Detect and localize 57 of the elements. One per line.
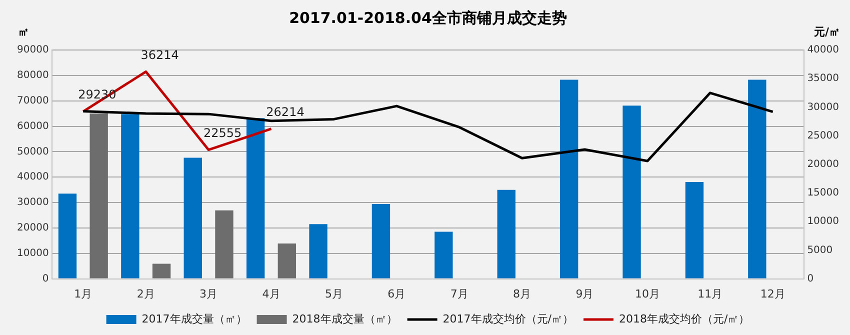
legend-label: 2018年成交均价（元/㎡） — [618, 312, 750, 326]
chart-title: 2017.01-2018.04全市商铺月成交走势 — [289, 8, 567, 27]
y-tick-label: 90000 — [17, 44, 49, 56]
y2-tick-label: 25000 — [807, 130, 839, 142]
bar — [121, 114, 140, 278]
x-tick-label: 10月 — [634, 287, 660, 300]
x-tick-label: 6月 — [388, 287, 406, 300]
y-tick-label: 50000 — [17, 146, 49, 158]
x-tick-label: 7月 — [450, 287, 468, 300]
data-label: 26214 — [266, 104, 304, 119]
bar — [497, 190, 516, 278]
y-tick-label: 0 — [42, 273, 49, 284]
y2-tick-label: 35000 — [807, 73, 839, 84]
y-tick-label: 60000 — [17, 120, 49, 132]
bar — [309, 224, 328, 278]
y2-tick-label: 10000 — [807, 216, 839, 228]
x-tick-label: 12月 — [760, 287, 786, 300]
data-label: 36214 — [140, 48, 179, 62]
bar — [685, 182, 704, 278]
x-tick-label: 8月 — [513, 287, 532, 300]
bar — [372, 204, 390, 278]
x-tick-label: 2月 — [136, 287, 155, 300]
x-tick-label: 11月 — [698, 287, 723, 300]
x-tick-label: 5月 — [324, 287, 343, 300]
bar — [184, 158, 202, 278]
bar — [90, 114, 108, 278]
y2-tick-label: 0 — [807, 273, 814, 284]
bar — [560, 80, 578, 278]
y-tick-label: 10000 — [17, 248, 49, 259]
y2-tick-label: 5000 — [807, 244, 833, 256]
data-label: 22555 — [203, 126, 242, 140]
bar — [278, 243, 296, 278]
bar — [58, 194, 77, 278]
legend-label: 2017年成交量（㎡） — [142, 312, 247, 326]
bar — [215, 210, 234, 278]
legend-label: 2018年成交量（㎡） — [292, 312, 398, 326]
y2-tick-label: 40000 — [807, 44, 839, 56]
y2-tick-label: 30000 — [807, 102, 839, 113]
x-tick-label: 1月 — [74, 287, 92, 300]
x-tick-label: 9月 — [576, 287, 594, 300]
y-tick-label: 20000 — [17, 222, 49, 234]
x-tick-label: 4月 — [262, 287, 280, 300]
y-tick-label: 80000 — [17, 70, 49, 82]
y-tick-label: 30000 — [17, 197, 49, 208]
y2-tick-label: 15000 — [807, 188, 839, 199]
y2-axis-title: 元/㎡ — [812, 25, 840, 38]
y-axis-title: ㎡ — [18, 25, 29, 38]
bar — [434, 232, 453, 278]
x-tick-label: 3月 — [200, 287, 218, 300]
y2-tick-label: 20000 — [807, 158, 839, 170]
bar — [748, 80, 766, 278]
bar — [152, 264, 171, 278]
bar — [622, 106, 641, 278]
bar — [246, 118, 265, 278]
y-tick-label: 40000 — [17, 172, 49, 183]
y-tick-label: 70000 — [17, 95, 49, 106]
legend-label: 2017年成交均价（元/㎡） — [442, 312, 574, 326]
